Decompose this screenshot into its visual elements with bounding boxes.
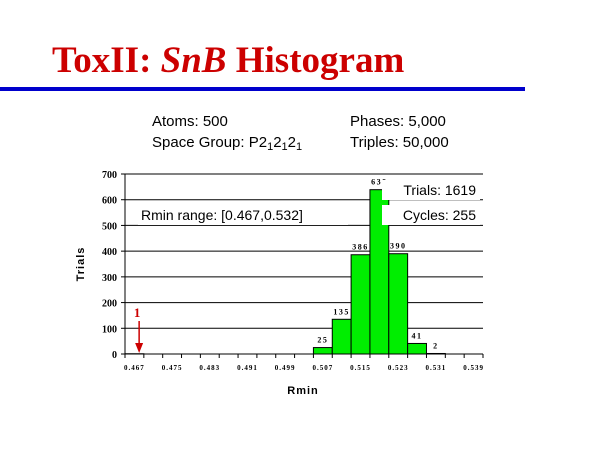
bar-data-label: 2 xyxy=(433,341,439,350)
x-tick-label: 0.491 xyxy=(237,364,258,372)
space-group-prefix: Space Group: P2 xyxy=(152,134,268,151)
y-tick-label: 400 xyxy=(102,247,117,258)
x-tick-label: 0.523 xyxy=(388,364,409,372)
x-tick-label: 0.483 xyxy=(199,364,220,372)
arrow-label: 1 xyxy=(134,305,141,320)
bar-data-label: 25 xyxy=(317,336,328,345)
bar-data-label: 135 xyxy=(333,307,350,316)
x-tick-label: 0.507 xyxy=(312,364,333,372)
title-rule xyxy=(0,87,525,91)
rmin-range-label: Rmin range: [0.467,0.532] xyxy=(141,207,303,223)
y-tick-label: 700 xyxy=(102,170,117,181)
histogram-bar xyxy=(312,347,333,355)
trials-count-label: Trials: 1619 xyxy=(403,182,476,198)
phases-info: Phases: 5,000 xyxy=(350,113,446,130)
title-prefix: ToxII: xyxy=(52,40,161,81)
bar-data-label: 639 xyxy=(371,178,388,187)
cycles-label-bg xyxy=(382,205,480,225)
histogram-bar xyxy=(331,318,352,355)
cycles-count-label: Cycles: 255 xyxy=(403,207,476,223)
space-group-mid-2: 2 xyxy=(287,134,297,151)
bar-data-label: 386 xyxy=(352,243,369,252)
y-tick-label: 300 xyxy=(102,273,117,284)
atoms-info: Atoms: 500 xyxy=(152,113,228,130)
histogram-bar xyxy=(407,342,427,355)
space-group-mid-1: 2 xyxy=(273,134,282,151)
histogram-bar xyxy=(388,253,409,355)
x-tick-label: 0.531 xyxy=(426,364,447,372)
bar-data-label: 390 xyxy=(390,242,407,251)
x-tick-label: 0.467 xyxy=(124,364,145,372)
space-group-info: Space Group: P212121 xyxy=(152,134,303,153)
space-group-sub-3: 1 xyxy=(296,141,303,153)
histogram-bar xyxy=(350,254,371,355)
y-tick-label: 0 xyxy=(112,350,117,361)
x-tick-label: 0.515 xyxy=(350,364,371,372)
x-tick-label: 0.539 xyxy=(463,364,484,372)
triples-info: Triples: 50,000 xyxy=(350,134,449,151)
y-axis-title: Trials xyxy=(75,247,87,282)
trials-label-bg xyxy=(382,180,480,200)
space-group-sub-2: 1 xyxy=(281,141,288,153)
x-axis-title: Rmin xyxy=(287,385,319,397)
rmin-range-label-bg xyxy=(138,205,348,225)
x-tick-label: 0.475 xyxy=(162,364,183,372)
title-italic: SnB xyxy=(160,40,227,81)
arrow-head xyxy=(135,343,144,353)
space-group-sub-1: 1 xyxy=(267,141,274,153)
y-tick-label: 600 xyxy=(102,196,117,207)
x-tick-label: 0.499 xyxy=(275,364,296,372)
bar-data-label: 41 xyxy=(412,331,423,340)
y-tick-label: 200 xyxy=(102,299,117,310)
y-tick-label: 500 xyxy=(102,221,117,232)
page-title: ToxII: SnB Histogram xyxy=(52,42,404,79)
y-tick-label: 100 xyxy=(102,324,117,335)
title-suffix: Histogram xyxy=(226,40,405,81)
